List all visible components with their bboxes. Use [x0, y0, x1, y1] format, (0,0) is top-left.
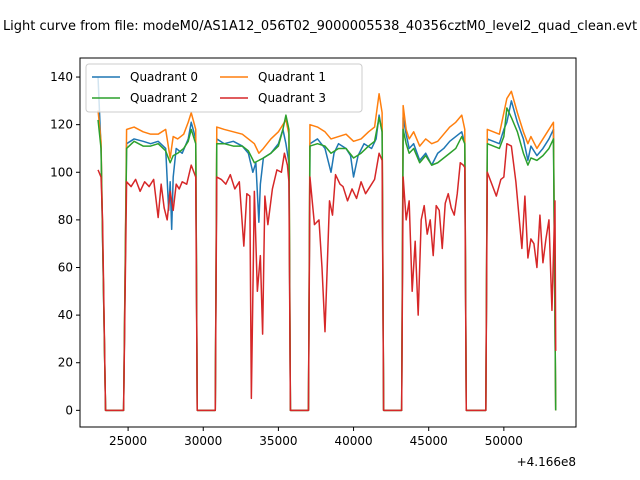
y-tick-label: 140 — [50, 70, 73, 84]
series-line-quadrant-2 — [97, 107, 557, 412]
chart-title: Light curve from file: modeM0/AS1A12_056… — [3, 19, 637, 34]
x-tick-label: 30000 — [184, 434, 222, 448]
y-tick-label: 40 — [58, 308, 73, 322]
chart-legend: Quadrant 0 Quadrant 1 Quadrant 2 Quadrant 3 — [85, 63, 363, 113]
y-tick-label: 60 — [58, 260, 73, 274]
series-line-quadrant-3 — [97, 142, 557, 412]
y-tick-label: 80 — [58, 213, 73, 227]
y-tick-label: 120 — [50, 118, 73, 132]
series-line-quadrant-1 — [97, 90, 557, 412]
x-axis-offset-label: +4.166e8 — [517, 455, 576, 469]
legend-label-quadrant-1: Quadrant 1 — [258, 70, 326, 84]
legend-frame — [85, 63, 363, 113]
x-axis: 25000 30000 35000 40000 45000 50000 — [109, 427, 523, 448]
y-tick-label: 100 — [50, 165, 73, 179]
y-axis: 0 20 40 60 80 100 120 140 — [50, 70, 80, 417]
x-tick-label: 40000 — [334, 434, 372, 448]
legend-label-quadrant-2: Quadrant 2 — [130, 91, 198, 105]
legend-label-quadrant-0: Quadrant 0 — [130, 70, 198, 84]
x-tick-label: 35000 — [259, 434, 297, 448]
y-tick-label: 0 — [65, 403, 73, 417]
x-tick-label: 50000 — [485, 434, 523, 448]
y-tick-label: 20 — [58, 356, 73, 370]
plot-frame — [79, 57, 577, 428]
x-tick-label: 45000 — [410, 434, 448, 448]
legend-label-quadrant-3: Quadrant 3 — [258, 91, 326, 105]
x-tick-label: 25000 — [109, 434, 147, 448]
plot-series-area — [97, 77, 557, 412]
